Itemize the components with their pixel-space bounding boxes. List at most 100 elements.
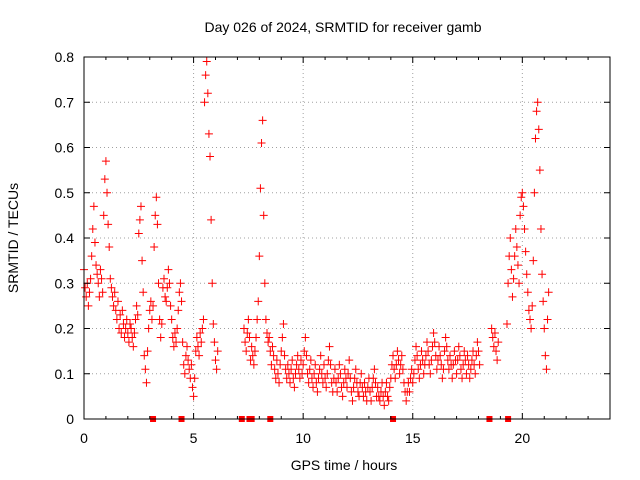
x-tick-label: 20 <box>515 430 531 446</box>
data-point <box>261 315 270 324</box>
data-point <box>487 324 496 333</box>
data-point <box>92 261 101 270</box>
y-tick-label: 0.3 <box>55 275 75 291</box>
data-point <box>385 383 394 392</box>
data-point <box>134 229 143 238</box>
grid-lines <box>84 57 610 419</box>
data-point <box>198 324 207 333</box>
data-point <box>242 347 251 356</box>
data-point <box>147 315 156 324</box>
data-point <box>208 279 217 288</box>
data-point <box>299 360 308 369</box>
data-point <box>523 288 532 297</box>
data-point <box>533 98 542 107</box>
data-point <box>436 351 445 360</box>
data-point <box>395 369 404 378</box>
data-point <box>506 234 515 242</box>
data-point <box>448 374 457 383</box>
data-point <box>133 310 142 319</box>
data-point <box>189 392 198 401</box>
data-point <box>359 392 368 401</box>
data-point <box>515 279 524 288</box>
data-point <box>239 324 248 333</box>
data-point <box>330 365 339 374</box>
data-point <box>204 129 213 138</box>
data-point <box>414 365 423 374</box>
data-point <box>494 338 503 347</box>
data-point <box>278 333 287 342</box>
data-point <box>254 297 263 306</box>
data-point <box>382 378 391 387</box>
data-point <box>453 356 462 365</box>
data-point <box>166 301 175 310</box>
data-point <box>538 270 547 279</box>
data-point <box>253 315 262 324</box>
data-point <box>390 365 399 374</box>
data-point <box>140 351 149 360</box>
data-point <box>94 279 103 288</box>
data-point <box>99 211 108 220</box>
data-point <box>131 315 140 324</box>
data-point <box>408 378 417 387</box>
data-point <box>536 224 545 233</box>
data-point <box>109 301 118 310</box>
data-point <box>351 365 360 374</box>
data-points <box>80 57 553 422</box>
data-point <box>334 374 343 383</box>
data-point <box>454 342 463 351</box>
data-point <box>122 315 131 324</box>
data-point <box>85 288 94 297</box>
data-point <box>163 283 172 292</box>
data-point <box>201 71 210 80</box>
data-point <box>301 333 310 342</box>
data-point <box>444 365 453 374</box>
y-tick-labels: 0 0.1 0.2 0.3 0.4 0.5 0.6 0.7 0.8 <box>55 49 75 427</box>
data-point <box>410 356 419 365</box>
data-point <box>524 306 533 315</box>
data-point <box>409 369 418 378</box>
data-point <box>543 315 552 324</box>
data-point <box>360 378 369 387</box>
data-point <box>110 288 119 297</box>
data-point <box>259 211 268 220</box>
data-point <box>542 365 551 374</box>
data-point <box>162 297 171 306</box>
data-point <box>531 134 540 143</box>
data-point <box>96 265 105 274</box>
data-point <box>101 157 110 166</box>
data-point <box>97 274 106 283</box>
data-point <box>130 329 139 338</box>
y-tick-label: 0.4 <box>55 230 75 246</box>
data-point <box>353 387 362 396</box>
data-point <box>544 288 553 297</box>
data-point <box>207 215 216 224</box>
data-point <box>465 374 474 383</box>
data-point <box>520 224 529 233</box>
data-point <box>290 383 299 392</box>
data-point <box>338 392 347 401</box>
data-point <box>184 356 193 365</box>
data-point <box>425 360 434 369</box>
data-point <box>258 116 267 125</box>
data-point <box>180 369 189 378</box>
data-point <box>167 315 176 324</box>
data-point <box>293 351 302 360</box>
data-point <box>396 360 405 369</box>
data-point <box>103 188 112 197</box>
data-point <box>384 396 393 405</box>
data-point <box>244 315 253 324</box>
data-point <box>305 365 314 374</box>
x-tick-label: 15 <box>405 430 421 446</box>
data-point <box>522 270 531 279</box>
data-point <box>107 283 116 292</box>
data-point <box>295 374 304 383</box>
data-point <box>493 356 502 365</box>
data-point <box>174 306 183 315</box>
data-point <box>402 396 411 405</box>
data-point <box>120 333 129 342</box>
data-point <box>532 107 541 116</box>
y-tick-label: 0.2 <box>55 321 75 337</box>
data-point <box>449 360 458 369</box>
data-point <box>255 252 264 261</box>
data-point <box>177 297 186 306</box>
